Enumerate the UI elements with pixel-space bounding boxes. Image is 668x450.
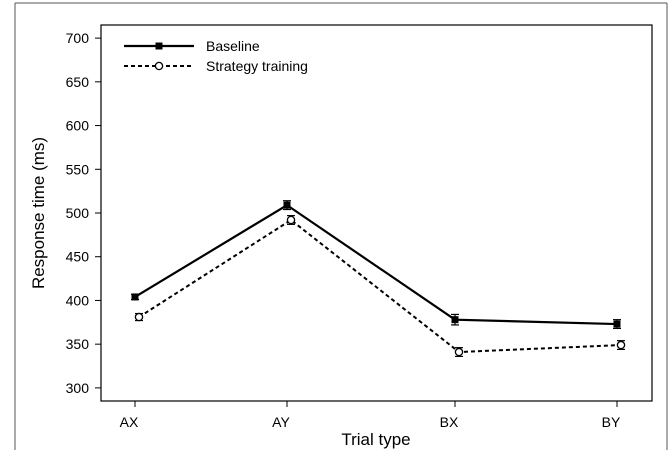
x-axis-label: Trial type xyxy=(341,430,410,449)
series-line xyxy=(138,218,622,354)
data-point-circle xyxy=(616,340,626,350)
data-point-circle xyxy=(454,347,464,357)
series-layer xyxy=(131,200,626,358)
legend-label: Strategy training xyxy=(206,58,308,74)
y-tick-label: 650 xyxy=(66,74,90,90)
x-tick-label: AX xyxy=(120,414,139,430)
legend: Baseline Strategy training xyxy=(124,38,308,74)
x-axis: AX AY BX BY xyxy=(120,401,621,430)
series-line xyxy=(134,203,618,326)
legend-marker-circle xyxy=(154,61,164,71)
y-axis: 300 350 400 450 500 550 600 650 700 xyxy=(66,30,101,396)
x-tick-label: BY xyxy=(602,414,621,430)
y-tick-label: 700 xyxy=(66,30,90,46)
x-tick-label: BX xyxy=(440,414,459,430)
y-tick-label: 500 xyxy=(66,205,90,221)
series-baseline xyxy=(131,200,621,330)
data-point-square xyxy=(283,201,291,209)
y-tick-label: 450 xyxy=(66,249,90,265)
y-tick-label: 350 xyxy=(66,336,90,352)
y-axis-label: Response time (ms) xyxy=(29,137,48,289)
y-tick-label: 300 xyxy=(66,380,90,396)
data-point-square xyxy=(451,316,459,324)
y-tick-label: 550 xyxy=(66,161,90,177)
x-tick-label: AY xyxy=(272,414,290,430)
y-tick-label: 600 xyxy=(66,118,90,134)
series-strategy-training xyxy=(134,215,626,358)
data-point-circle xyxy=(286,215,296,225)
legend-label: Baseline xyxy=(206,38,260,54)
y-tick-label: 400 xyxy=(66,292,90,308)
data-point-square xyxy=(613,320,621,328)
legend-marker-square xyxy=(155,42,163,50)
data-point-square xyxy=(131,293,139,301)
data-point-circle xyxy=(134,312,144,322)
plot-area xyxy=(100,24,653,402)
